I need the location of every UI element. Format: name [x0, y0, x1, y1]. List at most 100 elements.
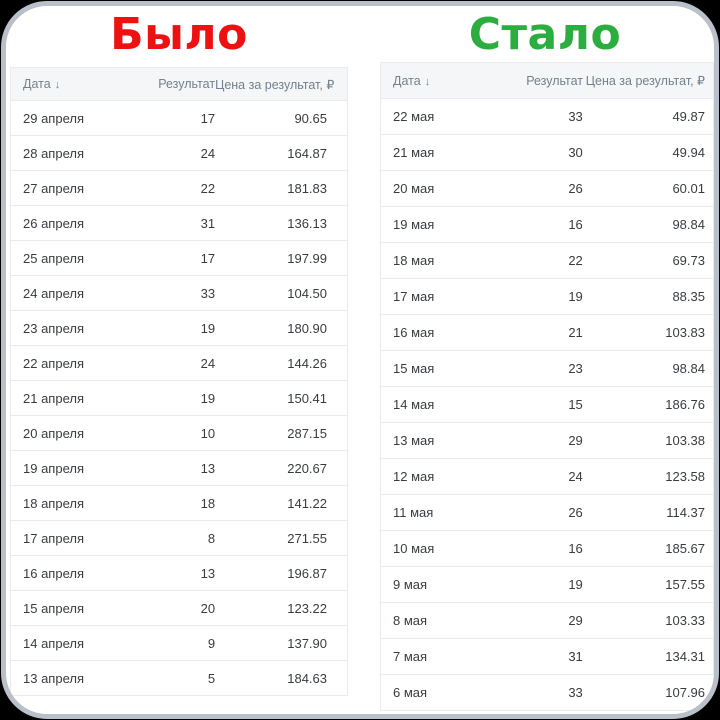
column-header-date-label: Дата — [393, 73, 421, 88]
price-cell: 103.33 — [582, 602, 714, 639]
result-cell: 5 — [157, 660, 216, 696]
date-cell: 7 мая — [380, 638, 527, 675]
table-row: 20 мая 26 60.01 — [380, 170, 714, 207]
column-header-result-label: Результат — [158, 77, 216, 91]
date-cell: 28 апреля — [10, 135, 158, 171]
table-row: 23 апреля 19 180.90 — [10, 310, 348, 346]
column-header-result[interactable]: Результат — [526, 62, 583, 99]
price-cell: 141.22 — [215, 485, 348, 521]
date-cell: 14 апреля — [10, 625, 158, 661]
table-row: 14 мая 15 186.76 — [380, 386, 714, 423]
before-title: Было — [110, 9, 248, 60]
sort-descending-icon: ↓ — [424, 75, 431, 88]
result-cell: 8 — [157, 520, 216, 556]
price-cell: 181.83 — [215, 170, 348, 206]
date-cell: 16 апреля — [10, 555, 158, 591]
result-cell: 26 — [526, 170, 583, 207]
table-row: 13 апреля 5 184.63 — [10, 660, 348, 696]
price-cell: 134.31 — [582, 638, 714, 675]
date-cell: 10 мая — [380, 530, 527, 567]
price-cell: 104.50 — [215, 275, 348, 311]
price-cell: 180.90 — [215, 310, 348, 346]
table-row: 15 апреля 20 123.22 — [10, 590, 348, 626]
table-row: 19 апреля 13 220.67 — [10, 450, 348, 486]
price-cell: 69.73 — [582, 242, 714, 279]
table-header-row: Дата ↓ Результат Цена за результат, ₽ — [380, 62, 714, 99]
result-cell: 19 — [526, 278, 583, 315]
table-row: 29 апреля 17 90.65 — [10, 100, 348, 136]
price-cell: 98.84 — [582, 206, 714, 243]
date-cell: 9 мая — [380, 566, 527, 603]
price-cell: 123.58 — [582, 458, 714, 495]
column-header-date[interactable]: Дата ↓ — [10, 67, 158, 101]
price-cell: 196.87 — [215, 555, 348, 591]
result-cell: 29 — [526, 602, 583, 639]
result-cell: 30 — [526, 134, 583, 171]
result-cell: 22 — [157, 170, 216, 206]
result-cell: 20 — [157, 590, 216, 626]
price-cell: 49.87 — [582, 98, 714, 135]
date-cell: 17 мая — [380, 278, 527, 315]
table-row: 9 мая 19 157.55 — [380, 566, 714, 603]
table-header-row: Дата ↓ Результат Цена за результат, ₽ — [10, 67, 348, 101]
date-cell: 8 мая — [380, 602, 527, 639]
date-cell: 21 мая — [380, 134, 527, 171]
column-header-price[interactable]: Цена за результат, ₽ — [582, 62, 714, 99]
price-cell: 136.13 — [215, 205, 348, 241]
table-row: 27 апреля 22 181.83 — [10, 170, 348, 206]
result-cell: 24 — [157, 345, 216, 381]
stats-table-before: Дата ↓ Результат Цена за результат, ₽ 29 … — [10, 67, 348, 696]
table-row: 6 мая 33 107.96 — [380, 674, 714, 711]
result-cell: 21 — [526, 314, 583, 351]
date-cell: 14 мая — [380, 386, 527, 423]
price-cell: 197.99 — [215, 240, 348, 276]
result-cell: 10 — [157, 415, 216, 451]
date-cell: 21 апреля — [10, 380, 158, 416]
table-row: 24 апреля 33 104.50 — [10, 275, 348, 311]
result-cell: 33 — [526, 674, 583, 711]
result-cell: 16 — [526, 530, 583, 567]
after-title: Стало — [468, 9, 622, 60]
table-row: 21 апреля 19 150.41 — [10, 380, 348, 416]
result-cell: 13 — [157, 555, 216, 591]
price-cell: 186.76 — [582, 386, 714, 423]
sort-descending-icon: ↓ — [54, 79, 61, 91]
table-row: 8 мая 29 103.33 — [380, 602, 714, 639]
price-cell: 49.94 — [582, 134, 714, 171]
table-row: 28 апреля 24 164.87 — [10, 135, 348, 171]
date-cell: 26 апреля — [10, 205, 158, 241]
price-cell: 90.65 — [215, 100, 348, 136]
date-cell: 19 апреля — [10, 450, 158, 486]
price-cell: 184.63 — [215, 660, 348, 696]
table-row: 14 апреля 9 137.90 — [10, 625, 348, 661]
price-cell: 137.90 — [215, 625, 348, 661]
table-row: 26 апреля 31 136.13 — [10, 205, 348, 241]
date-cell: 23 апреля — [10, 310, 158, 346]
result-cell: 29 — [526, 422, 583, 459]
price-cell: 103.38 — [582, 422, 714, 459]
table-row: 21 мая 30 49.94 — [380, 134, 714, 171]
column-header-price[interactable]: Цена за результат, ₽ — [215, 67, 348, 101]
column-header-price-label: Цена за результат, ₽ — [585, 74, 705, 88]
date-cell: 20 апреля — [10, 415, 158, 451]
date-cell: 24 апреля — [10, 275, 158, 311]
table-row: 11 мая 26 114.37 — [380, 494, 714, 531]
price-cell: 103.83 — [582, 314, 714, 351]
column-header-date[interactable]: Дата ↓ — [380, 62, 527, 99]
price-cell: 157.55 — [582, 566, 714, 603]
table-row: 18 апреля 18 141.22 — [10, 485, 348, 521]
result-cell: 16 — [526, 206, 583, 243]
result-cell: 24 — [157, 135, 216, 171]
column-header-date-label: Дата — [23, 77, 51, 91]
column-header-result[interactable]: Результат — [157, 67, 216, 101]
table-row: 15 мая 23 98.84 — [380, 350, 714, 387]
result-cell: 19 — [157, 310, 216, 346]
date-cell: 27 апреля — [10, 170, 158, 206]
date-cell: 16 мая — [380, 314, 527, 351]
price-cell: 107.96 — [582, 674, 714, 711]
table-row: 22 мая 33 49.87 — [380, 98, 714, 135]
result-cell: 22 — [526, 242, 583, 279]
table-row: 12 мая 24 123.58 — [380, 458, 714, 495]
result-cell: 33 — [526, 98, 583, 135]
